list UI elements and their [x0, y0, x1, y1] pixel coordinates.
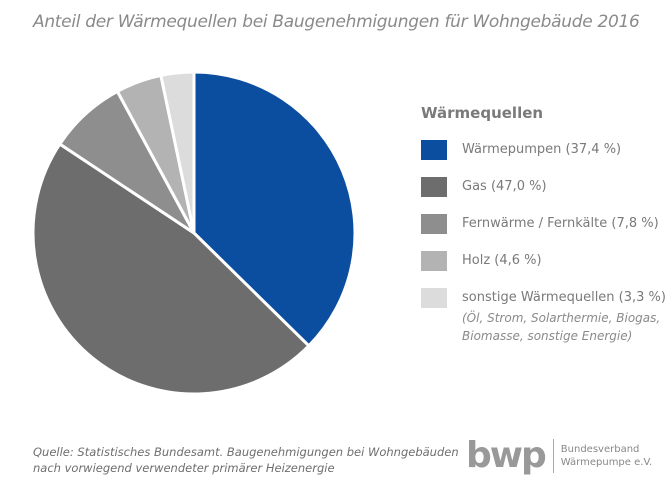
pie-chart	[31, 70, 357, 396]
pie-slice-1	[31, 141, 311, 396]
logo-divider	[552, 439, 554, 473]
logo-line-2: Wärmepumpe e.V.	[560, 457, 653, 468]
legend-label: sonstige Wärmequellen (3,3 %)	[462, 290, 666, 305]
legend-item: Fernwärme / Fernkälte (7,8 %)	[421, 214, 672, 251]
legend-label: Gas (47,0 %)	[462, 179, 547, 194]
legend-label: Wärmepumpen (37,4 %)	[462, 142, 622, 157]
legend-label: Holz (4,6 %)	[462, 253, 542, 268]
legend-item: sonstige Wärmequellen (3,3 %)	[421, 288, 672, 325]
chart-title: Anteil der Wärmequellen bei Baugenehmigu…	[33, 12, 640, 32]
legend-item: Gas (47,0 %)	[421, 177, 672, 214]
source-line-2: nach vorwiegend verwendeter primärer Hei…	[33, 461, 335, 475]
legend-swatch	[421, 214, 447, 234]
legend-label: Fernwärme / Fernkälte (7,8 %)	[462, 216, 659, 231]
legend-swatch	[421, 288, 447, 308]
source-note: Quelle: Statistisches Bundesamt. Baugene…	[33, 444, 459, 476]
legend-title: Wärmequellen	[421, 104, 544, 122]
legend-item: Holz (4,6 %)	[421, 251, 672, 288]
legend-item: Wärmepumpen (37,4 %)	[421, 140, 672, 177]
legend-swatch	[421, 177, 447, 197]
legend-swatch	[421, 140, 447, 160]
legend-swatch	[421, 251, 447, 271]
pie-slice-4	[159, 70, 196, 234]
legend: Wärmequellen Wärmepumpen (37,4 %) Gas (47…	[421, 104, 672, 345]
legend-note: (Öl, Strom, Solarthermie, Biogas, Biomas…	[462, 311, 661, 343]
bwp-logo: bwp Bundesverband Wärmepumpe e.V.	[466, 438, 652, 474]
logo-line-1: Bundesverband	[560, 444, 640, 455]
logo-mark: bwp	[466, 435, 547, 476]
logo-text: Bundesverband Wärmepumpe e.V.	[561, 443, 652, 469]
source-line-1: Quelle: Statistisches Bundesamt. Baugene…	[33, 445, 459, 459]
pie-slice-0	[192, 70, 357, 348]
